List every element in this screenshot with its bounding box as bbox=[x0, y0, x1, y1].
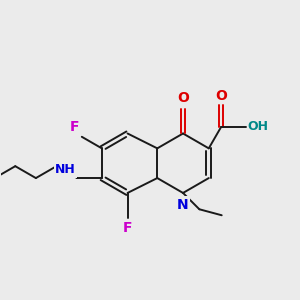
Text: F: F bbox=[70, 120, 79, 134]
Text: N: N bbox=[177, 198, 189, 212]
Text: O: O bbox=[177, 92, 189, 105]
Text: NH: NH bbox=[55, 164, 76, 176]
Text: O: O bbox=[215, 89, 227, 103]
Text: N: N bbox=[177, 198, 189, 212]
Text: NH: NH bbox=[55, 164, 76, 176]
Text: F: F bbox=[123, 221, 132, 235]
Text: OH: OH bbox=[248, 120, 268, 134]
